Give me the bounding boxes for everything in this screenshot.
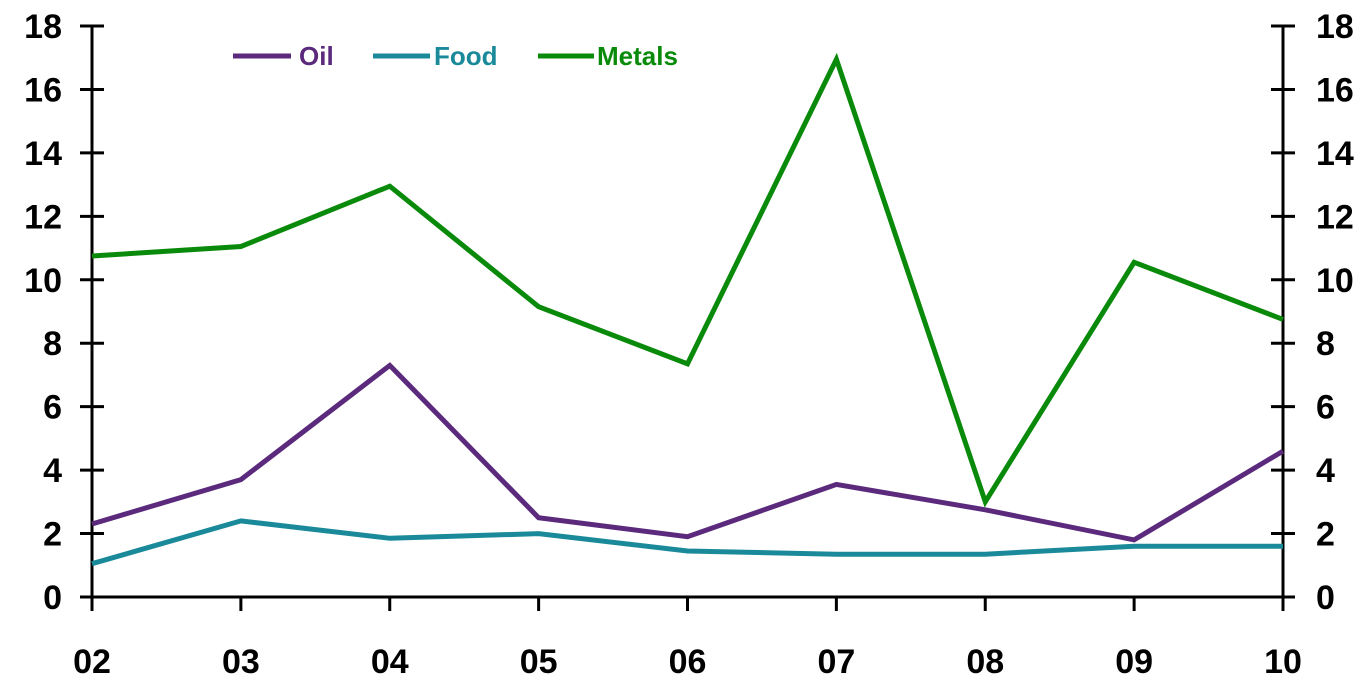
right-y-tick-label: 10 [1316, 262, 1354, 300]
right-y-tick-label: 16 [1316, 71, 1354, 109]
right-y-ticks: 0 2 4 6 8 10 12 14 16 18 [1271, 8, 1354, 617]
left-y-tick-label: 0 [43, 579, 62, 617]
series-line-food [91, 518, 1283, 567]
right-y-tick-label: 6 [1316, 389, 1335, 427]
legend: Oil Food Metals [233, 41, 678, 71]
right-y-tick-label: 0 [1316, 579, 1335, 617]
right-y-tick-label: 14 [1316, 135, 1354, 173]
x-tick-label: 04 [371, 643, 409, 680]
x-tick-label: 06 [669, 643, 707, 680]
x-tick-label: 09 [1115, 643, 1153, 680]
right-y-tick-label: 8 [1316, 325, 1335, 363]
left-y-tick-label: 10 [24, 262, 62, 300]
left-y-tick-label: 14 [24, 135, 62, 173]
legend-label-oil: Oil [299, 41, 334, 71]
legend-label-food: Food [434, 41, 498, 71]
x-tick-label: 02 [73, 643, 111, 680]
left-y-tick-label: 4 [43, 452, 62, 490]
left-y-tick-label: 12 [24, 198, 62, 236]
x-tick-label: 05 [520, 643, 558, 680]
right-y-tick-label: 2 [1316, 516, 1335, 554]
left-y-tick-label: 18 [24, 8, 62, 46]
series-lines [91, 52, 1285, 567]
x-tick-label: 03 [222, 643, 260, 680]
right-y-tick-label: 12 [1316, 198, 1354, 236]
legend-label-metals: Metals [597, 41, 678, 71]
x-tick-label: 08 [966, 643, 1004, 680]
series-line-oil [91, 362, 1285, 543]
left-y-ticks: 0 2 4 6 8 10 12 14 16 18 [24, 8, 104, 617]
left-y-tick-label: 8 [43, 325, 62, 363]
series-line-metals [91, 52, 1284, 508]
x-tick-label: 10 [1264, 643, 1302, 680]
x-ticks: 02 03 04 05 06 07 08 09 10 [73, 597, 1302, 680]
left-y-tick-label: 6 [43, 389, 62, 427]
left-y-tick-label: 16 [24, 71, 62, 109]
right-y-tick-label: 4 [1316, 452, 1335, 490]
left-y-tick-label: 2 [43, 516, 62, 554]
right-y-tick-label: 18 [1316, 8, 1354, 46]
x-tick-label: 07 [817, 643, 855, 680]
